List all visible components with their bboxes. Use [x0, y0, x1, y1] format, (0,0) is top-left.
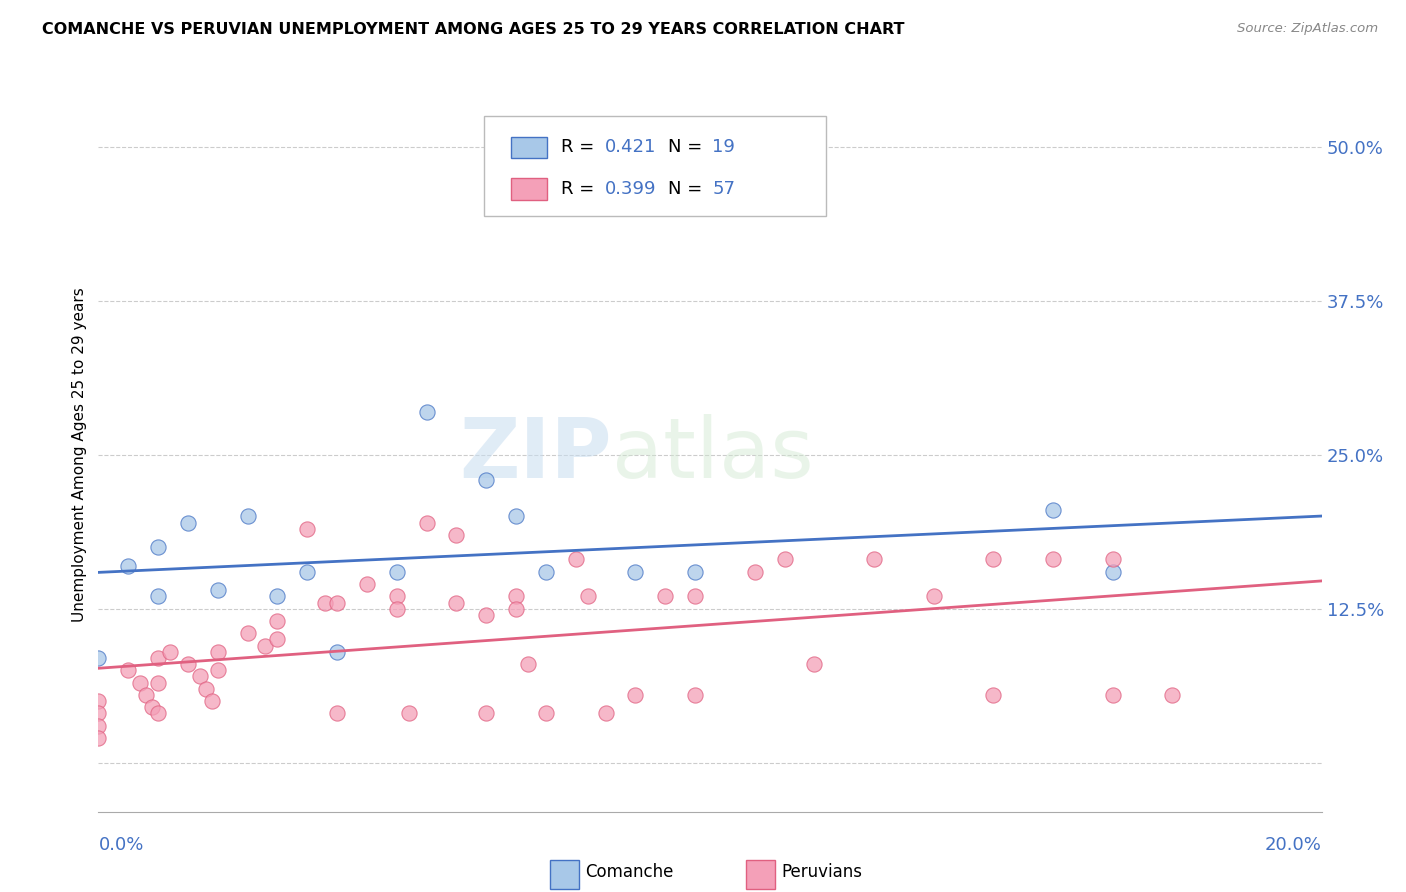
Point: [654, 590, 676, 604]
Y-axis label: Unemployment Among Ages 25 to 29 years: Unemployment Among Ages 25 to 29 years: [72, 287, 87, 623]
Point: [683, 565, 706, 579]
Text: 0.399: 0.399: [605, 180, 657, 198]
Text: Peruvians: Peruvians: [780, 863, 862, 881]
Point: [534, 706, 557, 721]
Point: [922, 590, 945, 604]
Text: atlas: atlas: [612, 415, 814, 495]
Point: [1161, 688, 1184, 702]
Point: [326, 596, 349, 610]
Point: [141, 700, 163, 714]
Text: Comanche: Comanche: [585, 863, 673, 881]
Point: [415, 405, 437, 419]
Point: [398, 706, 420, 721]
Point: [129, 675, 152, 690]
Point: [446, 596, 468, 610]
Point: [297, 522, 319, 536]
Point: [356, 577, 378, 591]
Point: [87, 651, 110, 665]
Point: [385, 590, 408, 604]
Point: [505, 601, 527, 615]
Point: [534, 565, 557, 579]
Point: [983, 552, 1005, 566]
Point: [385, 601, 408, 615]
Text: 0.421: 0.421: [605, 138, 657, 156]
Point: [297, 565, 319, 579]
Text: 19: 19: [713, 138, 735, 156]
Point: [314, 596, 336, 610]
Point: [207, 645, 229, 659]
Point: [624, 565, 647, 579]
FancyBboxPatch shape: [510, 136, 547, 158]
Point: [207, 583, 229, 598]
Text: 20.0%: 20.0%: [1265, 837, 1322, 855]
Point: [773, 552, 796, 566]
Point: [87, 706, 110, 721]
FancyBboxPatch shape: [484, 116, 827, 216]
Point: [146, 651, 169, 665]
Point: [1101, 688, 1123, 702]
Point: [188, 669, 211, 683]
Point: [415, 516, 437, 530]
Point: [146, 706, 169, 721]
Point: [146, 540, 169, 554]
Point: [201, 694, 224, 708]
Point: [683, 590, 706, 604]
Point: [266, 614, 288, 628]
Point: [475, 706, 498, 721]
Point: [194, 681, 217, 696]
Text: N =: N =: [668, 138, 709, 156]
Text: R =: R =: [561, 138, 600, 156]
Point: [87, 694, 110, 708]
Point: [87, 718, 110, 732]
Point: [117, 663, 139, 677]
Point: [254, 639, 277, 653]
Point: [1101, 552, 1123, 566]
Point: [505, 509, 527, 524]
Point: [595, 706, 617, 721]
Point: [576, 590, 599, 604]
FancyBboxPatch shape: [550, 860, 579, 888]
Point: [177, 657, 200, 671]
Point: [266, 590, 288, 604]
Point: [236, 626, 259, 640]
Point: [385, 565, 408, 579]
Text: N =: N =: [668, 180, 709, 198]
Text: Source: ZipAtlas.com: Source: ZipAtlas.com: [1237, 22, 1378, 36]
Point: [1101, 565, 1123, 579]
Point: [683, 688, 706, 702]
Text: ZIP: ZIP: [460, 415, 612, 495]
Point: [1042, 552, 1064, 566]
Point: [803, 657, 825, 671]
Point: [326, 706, 349, 721]
Point: [146, 675, 169, 690]
Point: [983, 688, 1005, 702]
Point: [326, 645, 349, 659]
Point: [236, 509, 259, 524]
Point: [475, 607, 498, 622]
Point: [159, 645, 181, 659]
Point: [517, 657, 540, 671]
Point: [117, 558, 139, 573]
Point: [505, 590, 527, 604]
Text: 57: 57: [713, 180, 735, 198]
Point: [863, 552, 886, 566]
Point: [87, 731, 110, 745]
FancyBboxPatch shape: [745, 860, 775, 888]
Point: [744, 565, 766, 579]
Point: [207, 663, 229, 677]
Point: [565, 552, 588, 566]
Point: [1042, 503, 1064, 517]
Point: [475, 473, 498, 487]
Text: R =: R =: [561, 180, 600, 198]
Point: [266, 632, 288, 647]
Point: [135, 688, 157, 702]
Point: [624, 688, 647, 702]
FancyBboxPatch shape: [510, 178, 547, 200]
Text: 0.0%: 0.0%: [98, 837, 143, 855]
Point: [446, 528, 468, 542]
Text: COMANCHE VS PERUVIAN UNEMPLOYMENT AMONG AGES 25 TO 29 YEARS CORRELATION CHART: COMANCHE VS PERUVIAN UNEMPLOYMENT AMONG …: [42, 22, 904, 37]
Point: [146, 590, 169, 604]
Point: [177, 516, 200, 530]
